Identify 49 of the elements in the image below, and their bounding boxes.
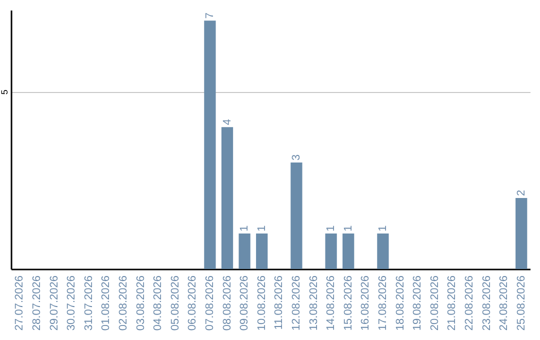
x-tick-label: 31.07.2026 [82,276,95,331]
x-tick-label: 14.08.2026 [325,276,338,331]
x-tick-label: 30.07.2026 [66,276,78,331]
bar [256,234,268,269]
x-tick-label: 20.08.2026 [428,276,441,331]
bar [377,234,389,269]
bar [204,20,216,269]
x-tick-label: 28.07.2026 [30,276,43,331]
data-label: 1 [342,225,354,232]
x-tick-label: 06.08.2026 [186,276,199,331]
x-tick-label: 21.08.2026 [446,276,458,331]
x-tick-label: 29.07.2026 [48,276,60,331]
x-tick-label: 04.08.2026 [152,276,164,331]
x-tick-label: 12.08.2026 [290,276,302,331]
x-tick-label: 08.08.2026 [221,276,234,331]
x-tick-label: 16.08.2026 [360,276,372,331]
bar [516,198,528,269]
x-tick-label: 01.08.2026 [100,276,112,331]
x-tick-label: 18.08.2026 [394,276,406,331]
x-tick-label: 15.08.2026 [342,276,354,331]
x-tick-label: 25.08.2026 [515,276,528,331]
x-tick-label: 09.08.2026 [238,276,251,331]
bar [221,127,234,269]
bar [238,234,250,269]
data-label: 3 [290,154,302,161]
x-tick-label: 22.08.2026 [463,276,476,331]
x-tick-label: 27.07.2026 [14,276,26,331]
data-label: 7 [204,12,216,19]
x-tick-label: 23.08.2026 [480,276,493,331]
bar [290,162,302,269]
x-tick-label: 10.08.2026 [256,276,268,331]
x-tick-label: 03.08.2026 [134,276,147,331]
x-tick-label: 05.08.2026 [169,276,182,331]
data-label: 1 [376,225,389,232]
x-tick-label: 24.08.2026 [498,276,510,331]
x-tick-label: 02.08.2026 [117,276,130,331]
y-tick-label: 5 [0,90,10,95]
data-label: 1 [238,225,251,232]
x-tick-label: 13.08.2026 [308,276,320,331]
bar [342,234,354,269]
data-label: 4 [221,118,234,126]
data-label: 1 [256,225,268,232]
x-tick-label: 19.08.2026 [412,276,424,331]
x-tick-label: 11.08.2026 [273,276,286,330]
data-label: 2 [515,190,528,196]
data-label: 1 [325,225,338,232]
x-tick-label: 17.08.2026 [376,276,389,331]
x-tick-label: 07.08.2026 [204,276,216,331]
bar [325,234,337,269]
